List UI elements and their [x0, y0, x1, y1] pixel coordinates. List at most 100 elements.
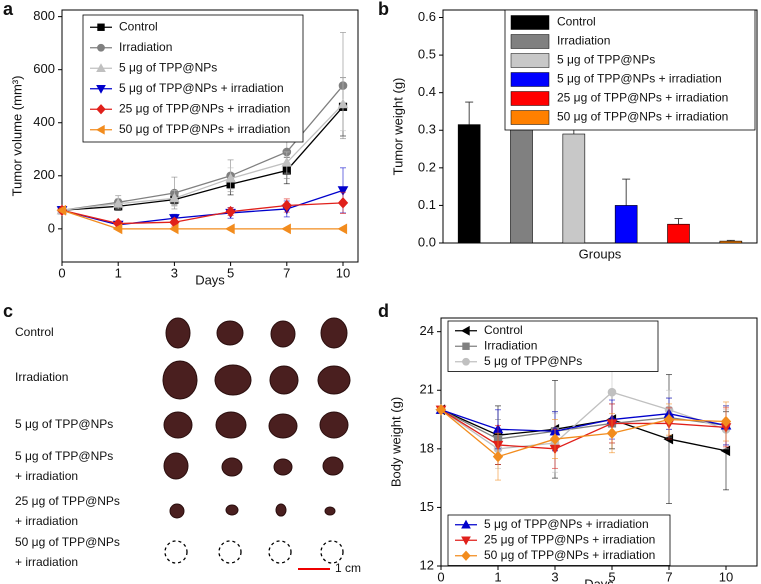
tumor — [322, 456, 344, 476]
y-tick-label: 0.6 — [418, 9, 436, 24]
marker — [607, 387, 617, 397]
y-tick-label: 0.2 — [418, 159, 436, 174]
legend-label: 50 μg of TPP@NPs + irradiation — [557, 110, 728, 124]
scale-bar-label: 1 cm — [335, 561, 361, 575]
tumor — [317, 365, 351, 395]
tumor — [324, 506, 336, 516]
y-tick-label: 18 — [420, 440, 434, 455]
marker — [720, 445, 731, 457]
legend-box — [82, 14, 304, 143]
legend-marker — [97, 43, 105, 52]
series-line — [61, 202, 344, 225]
legend-swatch — [510, 34, 550, 49]
legend-marker — [462, 342, 470, 350]
legend-swatch — [510, 110, 550, 125]
series-line — [61, 209, 343, 230]
panel-letter: a — [3, 0, 14, 19]
marker — [337, 186, 349, 196]
y-tick-label: 15 — [420, 499, 434, 514]
marker — [720, 415, 732, 428]
legend-label: Irradiation — [119, 40, 172, 54]
legend-marker — [96, 104, 106, 115]
x-tick-label: 10 — [719, 569, 733, 584]
x-tick-label: 3 — [171, 265, 178, 280]
legend-label: 5 μg of TPP@NPs — [557, 53, 655, 67]
empty-circle — [268, 540, 292, 564]
y-tick-label: 12 — [420, 557, 434, 572]
marker — [169, 192, 180, 203]
row-label: 50 μg of TPP@NPs — [15, 535, 120, 549]
y-tick-label: 600 — [33, 61, 55, 76]
legend-marker — [95, 124, 105, 135]
x-axis-label: Days — [195, 272, 225, 287]
legend-label: Irradiation — [557, 34, 610, 48]
empty-circle — [164, 540, 188, 564]
legend-marker — [460, 325, 470, 336]
bar — [562, 133, 586, 244]
y-tick-label: 0.3 — [418, 122, 436, 137]
x-axis-label: Groups — [579, 246, 622, 261]
marker — [606, 427, 618, 439]
tumor-photos — [162, 317, 351, 519]
y-tick-label: 0.1 — [418, 197, 436, 212]
marker — [492, 450, 504, 463]
legend-label: 5 μg of TPP@NPs + irradiation — [557, 72, 722, 86]
x-tick-label: 5 — [608, 569, 615, 584]
series-line — [61, 103, 344, 211]
marker — [281, 199, 292, 212]
tumor — [225, 504, 239, 516]
legend-label: Control — [484, 323, 523, 337]
tumor — [273, 458, 293, 476]
series-line — [61, 106, 344, 211]
legend-marker — [461, 550, 471, 561]
marker — [435, 404, 447, 416]
plot-frame — [440, 317, 758, 567]
bar — [614, 205, 638, 244]
legend-box — [447, 514, 671, 566]
empty-circle — [320, 540, 344, 564]
legend-label: 50 μg of TPP@NPs + irradiation — [484, 548, 655, 562]
marker — [337, 98, 349, 109]
row-label: Irradiation — [15, 370, 68, 384]
marker — [112, 223, 123, 235]
legend-label: 5 μg of TPP@NPs — [119, 60, 217, 74]
row-label: Control — [15, 325, 54, 339]
row-label: + irradiation — [15, 555, 78, 569]
legend-swatch — [510, 53, 550, 68]
marker — [337, 197, 349, 209]
row-label: + irradiation — [15, 514, 78, 528]
bar — [457, 124, 481, 244]
tumor — [216, 320, 244, 346]
marker — [281, 156, 293, 167]
y-tick-label: 400 — [33, 114, 55, 129]
marker — [225, 172, 236, 183]
tumor — [320, 317, 348, 349]
legend-box — [504, 9, 756, 131]
x-tick-label: 1 — [115, 265, 122, 280]
empty-circle — [218, 540, 242, 564]
legend-label: 25 μg of TPP@NPs + irradiation — [119, 101, 290, 115]
legend-marker — [461, 536, 471, 546]
tumor — [163, 411, 193, 439]
series-line — [440, 391, 727, 450]
marker — [663, 413, 675, 426]
tumor — [221, 457, 243, 477]
x-tick-label: 7 — [665, 569, 672, 584]
x-tick-label: 7 — [283, 265, 290, 280]
panel-letter: c — [3, 301, 13, 321]
x-axis-label: Days — [584, 576, 614, 584]
legend-marker — [96, 63, 106, 72]
marker — [281, 223, 291, 235]
legend-marker — [96, 85, 106, 94]
legend-label: 5 μg of TPP@NPs — [484, 354, 582, 368]
marker — [56, 204, 67, 216]
legend-swatch — [510, 15, 550, 30]
x-tick-label: 1 — [494, 569, 501, 584]
legend-marker — [461, 519, 471, 529]
bar — [667, 223, 690, 244]
tumor — [270, 320, 296, 348]
y-tick-label: 0.4 — [418, 84, 436, 99]
series-line — [440, 409, 727, 440]
row-label: 5 μg of TPP@NPs — [15, 449, 113, 463]
